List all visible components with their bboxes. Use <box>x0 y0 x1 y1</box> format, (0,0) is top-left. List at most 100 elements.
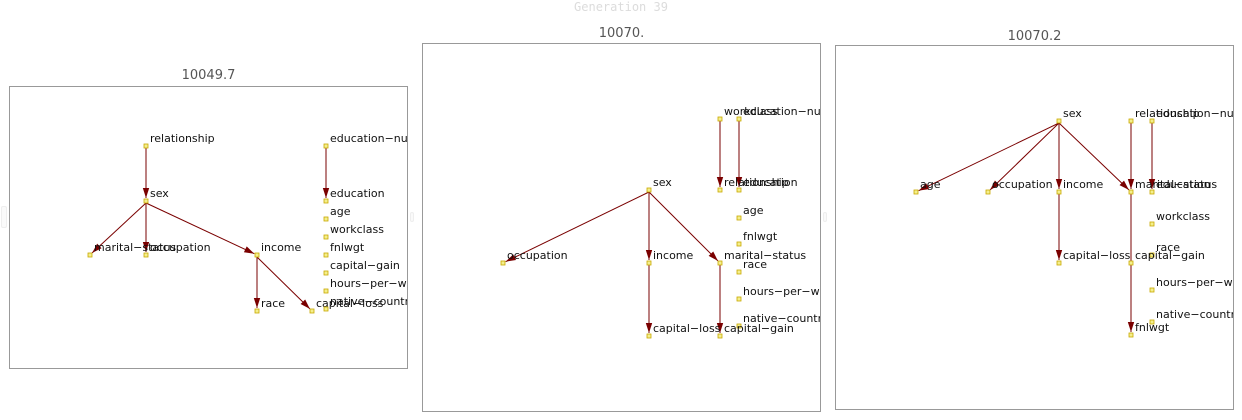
node-sex[interactable]: sex <box>646 176 672 193</box>
node-capital-gain[interactable]: capital−gain <box>717 322 794 339</box>
node-label: marital−status <box>724 249 806 262</box>
arrowhead-icon <box>716 177 724 187</box>
arrowhead-icon <box>1055 179 1063 189</box>
node-label: capital−loss <box>653 322 721 335</box>
node-marker-icon <box>1149 252 1155 258</box>
node-sex[interactable]: sex <box>1056 107 1082 124</box>
node-capital-gain[interactable]: capital−gain <box>1128 249 1205 266</box>
node-income[interactable]: income <box>646 249 694 266</box>
node-marker-icon <box>646 260 652 266</box>
node-age[interactable]: age <box>913 178 941 195</box>
node-marker-icon <box>736 116 742 122</box>
edge-sex-to-marital-status <box>648 191 719 262</box>
node-label: fnlwgt <box>330 241 365 254</box>
node-native-country[interactable]: native−country <box>323 295 407 312</box>
middle-left-scroll-handle[interactable] <box>410 212 414 222</box>
node-native-country[interactable]: native−country <box>1149 308 1233 325</box>
node-label: occupation <box>992 178 1053 191</box>
node-income[interactable]: income <box>1056 178 1104 195</box>
graph-panel-1[interactable]: relationship education−num sex education age… <box>9 86 408 369</box>
node-capital-loss[interactable]: capital−loss <box>309 297 384 314</box>
node-label: native−country <box>330 295 407 308</box>
node-label: sex <box>1063 107 1082 120</box>
edges-group <box>918 122 1156 332</box>
node-occupation[interactable]: occupation <box>143 241 211 258</box>
node-relationship[interactable]: relationship <box>717 176 789 193</box>
left-scroll-handle[interactable] <box>1 206 7 228</box>
node-label: education <box>330 187 385 200</box>
node-marker-icon <box>1056 118 1062 124</box>
node-marker-icon <box>323 288 329 294</box>
node-native-country[interactable]: native−country <box>736 312 820 329</box>
node-marker-icon <box>646 187 652 193</box>
node-label: native−country <box>1156 308 1233 321</box>
node-label: relationship <box>724 176 789 189</box>
node-race[interactable]: race <box>1149 241 1180 258</box>
node-marker-icon <box>143 252 149 258</box>
node-marker-icon <box>323 252 329 258</box>
node-marital-status[interactable]: marital−status <box>87 241 176 258</box>
node-label: workclass <box>724 105 778 118</box>
node-marital-status[interactable]: marital−status <box>1128 178 1217 195</box>
node-marker-icon <box>1149 189 1155 195</box>
edge-sex-to-age <box>918 122 1060 192</box>
node-education-num[interactable]: education−num <box>1149 107 1233 124</box>
node-workclass[interactable]: workclass <box>323 223 384 240</box>
node-education[interactable]: education <box>323 187 385 204</box>
node-marker-icon <box>1149 221 1155 227</box>
node-fnlwgt[interactable]: fnlwgt <box>323 241 365 258</box>
node-sex[interactable]: sex <box>143 187 169 204</box>
node-label: age <box>920 178 941 191</box>
node-label: race <box>261 297 285 310</box>
node-label: capital−gain <box>1135 249 1205 262</box>
node-marital-status[interactable]: marital−status <box>717 249 806 266</box>
node-marker-icon <box>717 116 723 122</box>
node-capital-loss[interactable]: capital−loss <box>1056 249 1131 266</box>
arrowhead-icon <box>990 180 1000 190</box>
node-label: hours−per−week <box>1156 276 1233 289</box>
node-label: race <box>1156 241 1180 254</box>
node-workclass[interactable]: workclass <box>1149 210 1210 227</box>
node-fnlwgt[interactable]: fnlwgt <box>1128 321 1170 338</box>
node-race[interactable]: race <box>736 258 767 275</box>
node-education-num[interactable]: education−num <box>736 105 820 122</box>
node-education[interactable]: education <box>736 176 798 193</box>
node-age[interactable]: age <box>323 205 351 222</box>
node-marker-icon <box>143 198 149 204</box>
node-label: capital−loss <box>1063 249 1131 262</box>
arrowhead-icon <box>1119 180 1129 190</box>
arrowhead-icon <box>1127 322 1135 332</box>
node-fnlwgt[interactable]: fnlwgt <box>736 230 778 247</box>
node-relationship[interactable]: relationship <box>143 132 215 149</box>
node-marker-icon <box>1149 118 1155 124</box>
node-workclass[interactable]: workclass <box>717 105 778 122</box>
node-income[interactable]: income <box>254 241 302 258</box>
node-marker-icon <box>323 306 329 312</box>
node-race[interactable]: race <box>254 297 285 314</box>
node-occupation[interactable]: occupation <box>500 249 568 266</box>
node-hours-per-week[interactable]: hours−per−week <box>736 285 820 302</box>
node-occupation[interactable]: occupation <box>985 178 1053 195</box>
node-marker-icon <box>254 308 260 314</box>
edge-sex-to-marital-status <box>1058 122 1130 191</box>
node-capital-loss[interactable]: capital−loss <box>646 322 721 339</box>
node-label: fnlwgt <box>1135 321 1170 334</box>
node-marker-icon <box>1128 332 1134 338</box>
node-capital-gain[interactable]: capital−gain <box>323 259 400 276</box>
node-label: education <box>1156 178 1211 191</box>
arrowhead-icon <box>716 323 724 333</box>
node-marker-icon <box>1056 260 1062 266</box>
node-marker-icon <box>1128 118 1134 124</box>
edges-group <box>91 148 330 310</box>
node-relationship[interactable]: relationship <box>1128 107 1200 124</box>
node-education[interactable]: education <box>1149 178 1211 195</box>
middle-right-scroll-handle[interactable] <box>823 212 827 222</box>
node-hours-per-week[interactable]: hours−per−week <box>323 277 407 294</box>
node-age[interactable]: age <box>736 204 764 221</box>
node-hours-per-week[interactable]: hours−per−week <box>1149 276 1233 293</box>
node-education-num[interactable]: education−num <box>323 132 407 149</box>
